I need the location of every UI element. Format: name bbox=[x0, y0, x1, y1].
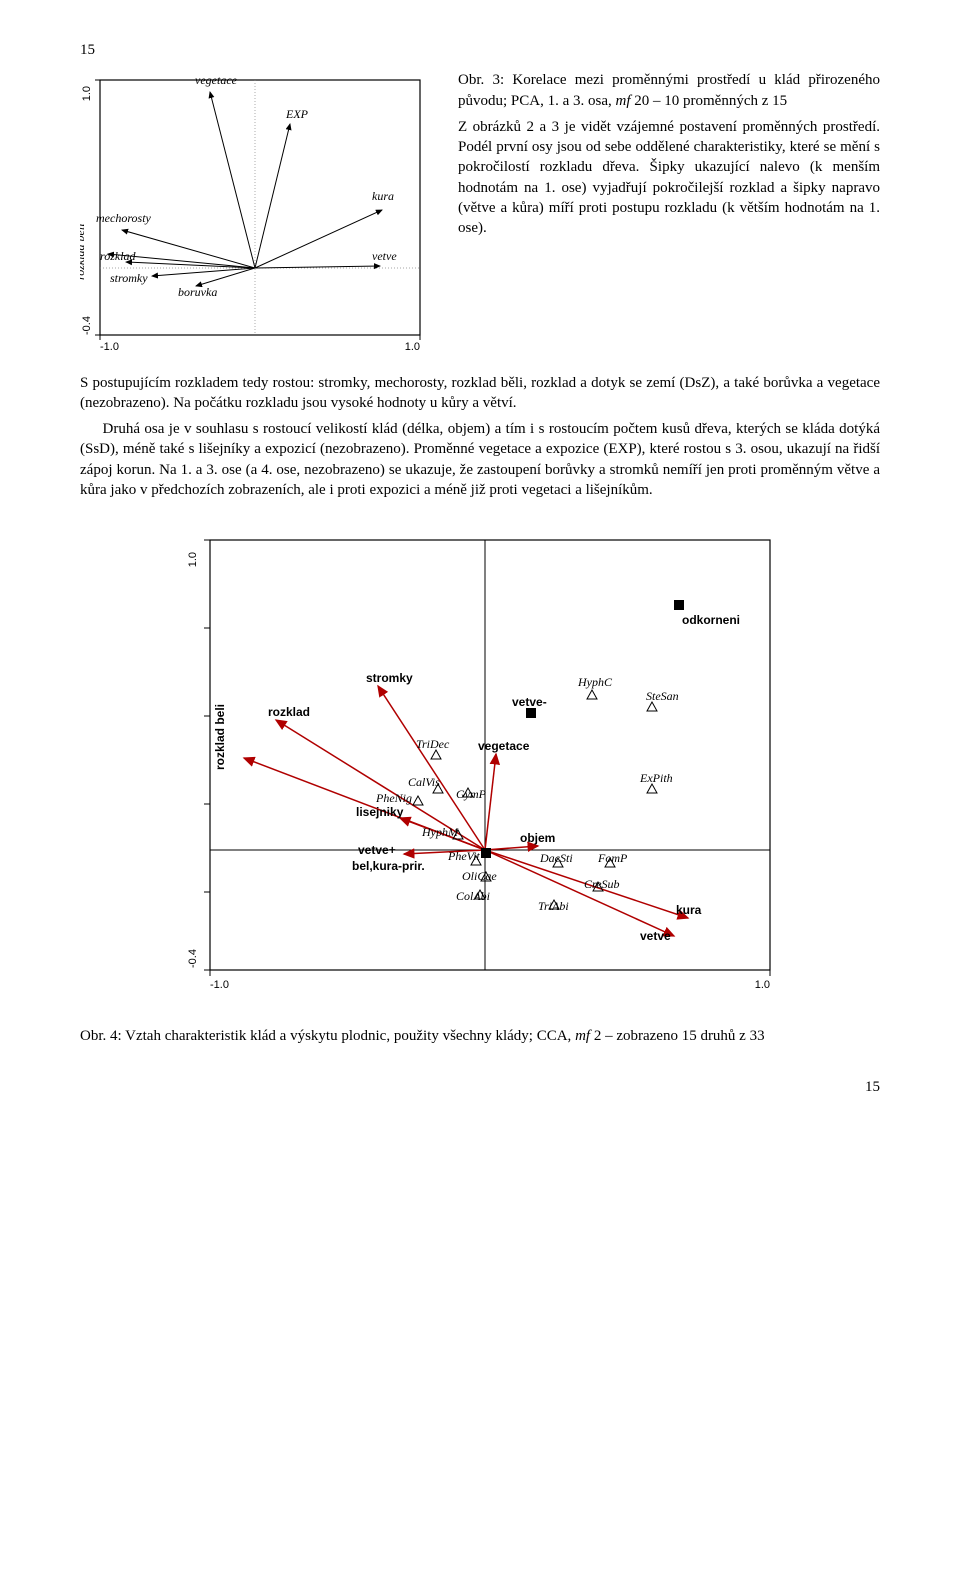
figure-2-caption: Obr. 4: Vztah charakteristik klád a výsk… bbox=[80, 1026, 880, 1046]
fig2-xmax: 1.0 bbox=[755, 979, 770, 991]
fig1-lbl-rozkladbeli: rozklad beli bbox=[80, 224, 87, 281]
fig2-sp-olicae: OliCae bbox=[462, 869, 497, 883]
fig2-ymax: 1.0 bbox=[187, 552, 199, 567]
fig2-lbl-vetveplus: vetve+ bbox=[358, 843, 396, 857]
page-number-bottom: 15 bbox=[80, 1077, 880, 1097]
fig2-sp-expith: ExPith bbox=[639, 771, 673, 785]
fig2-lbl-lisejniky: lisejniky bbox=[356, 805, 404, 819]
fig2-sp-calvis: CalVis bbox=[408, 775, 440, 789]
figure-1-caption: Obr. 3: Korelace mezi proměnnými prostře… bbox=[458, 70, 880, 244]
fig2-svg: 1.0 -0.4 -1.0 1.0 rozklad stromky roz bbox=[160, 520, 800, 1000]
fig1-xmin: -1.0 bbox=[100, 341, 119, 353]
fig1-ymin: -0.4 bbox=[81, 316, 93, 335]
fig1-cap-para: Z obrázků 2 a 3 je vidět vzájemné postav… bbox=[458, 117, 880, 239]
fig2-ymin: -0.4 bbox=[187, 949, 199, 968]
fig1-arrows: vegetace EXP kura vetve mechorosty rozkl… bbox=[80, 73, 397, 299]
fig2-sp-phenig: PheNig bbox=[375, 791, 412, 805]
fig1-cap-mf: mf bbox=[616, 93, 631, 109]
fig2-lbl-rozkladbeli: rozklad beli bbox=[213, 704, 227, 770]
fig1-svg: 1.0 -0.4 -1.0 1.0 vegetace bbox=[80, 70, 440, 360]
fig2-squares: odkorneni vetve- bbox=[481, 600, 740, 858]
fig2-sp-gymp: GymP bbox=[456, 787, 487, 801]
fig1-lbl-stromky: stromky bbox=[110, 271, 148, 285]
fig2-sp-phevit: PheVit bbox=[447, 849, 480, 863]
fig2-lbl-kura: kura bbox=[676, 903, 702, 917]
fig2-sp-triabi: TriAbi bbox=[538, 899, 569, 913]
fig2-lbl-vetveminus: vetve- bbox=[512, 695, 547, 709]
fig2-cap-a: Obr. 4: Vztah charakteristik klád a výsk… bbox=[80, 1028, 575, 1044]
fig2-lbl-vetve: vetve bbox=[640, 929, 671, 943]
figure-1: 1.0 -0.4 -1.0 1.0 vegetace bbox=[80, 70, 440, 366]
fig2-sp-stesan: SteSan bbox=[646, 689, 679, 703]
fig2-lbl-odkorneni: odkorneni bbox=[682, 613, 740, 627]
fig2-sp-colabi: ColAbi bbox=[456, 889, 490, 903]
fig2-lbl-objem: objem bbox=[520, 831, 555, 845]
body-p2: Druhá osa je v souhlasu s rostoucí velik… bbox=[80, 419, 880, 500]
body-p1: S postupujícím rozkladem tedy rostou: st… bbox=[80, 373, 880, 414]
fig2-lbl-vegetace: vegetace bbox=[478, 739, 530, 753]
fig1-lbl-kura: kura bbox=[372, 189, 394, 203]
fig2-sp-hyphm: HyphM bbox=[421, 825, 459, 839]
fig2-lbl-belkura: bel,kura-prir. bbox=[352, 859, 425, 873]
fig2-sp-dacsti: DacSti bbox=[539, 851, 573, 865]
fig1-lbl-mechorosty: mechorosty bbox=[96, 211, 152, 225]
fig2-sp-fomp: FomP bbox=[597, 851, 628, 865]
fig2-sp-tridec: TriDec bbox=[416, 737, 450, 751]
fig1-lbl-exp: EXP bbox=[285, 107, 309, 121]
fig1-lbl-vegetace: vegetace bbox=[195, 73, 238, 87]
page-number-top: 15 bbox=[80, 40, 880, 60]
fig2-sp-cresub: CreSub bbox=[584, 877, 620, 891]
figure-1-row: 1.0 -0.4 -1.0 1.0 vegetace bbox=[80, 70, 880, 366]
fig2-lbl-rozklad: rozklad bbox=[268, 705, 310, 719]
fig2-cap-mf: mf bbox=[575, 1028, 590, 1044]
fig2-lbl-stromky: stromky bbox=[366, 671, 413, 685]
fig2-xmin: -1.0 bbox=[210, 979, 229, 991]
fig1-cap-b: 20 – 10 proměnných z 15 bbox=[631, 93, 788, 109]
fig1-xmax: 1.0 bbox=[405, 341, 420, 353]
fig1-lbl-vetve: vetve bbox=[372, 249, 397, 263]
fig1-lbl-boruvka: boruvka bbox=[178, 285, 217, 299]
fig2-sp-hyphc: HyphC bbox=[577, 675, 613, 689]
fig2-cap-b: 2 – zobrazeno 15 druhů z 33 bbox=[590, 1028, 765, 1044]
figure-2: 1.0 -0.4 -1.0 1.0 rozklad stromky roz bbox=[80, 520, 880, 1006]
fig1-ymax: 1.0 bbox=[81, 86, 93, 101]
